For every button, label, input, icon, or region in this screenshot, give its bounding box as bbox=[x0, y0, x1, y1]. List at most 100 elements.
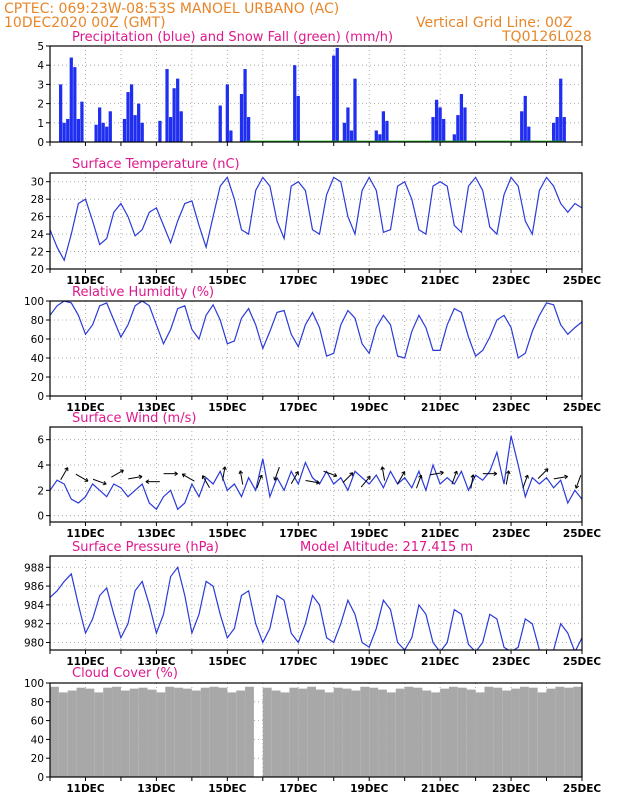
precip-bar bbox=[246, 117, 251, 142]
wind-xtick-label: 25DEC bbox=[563, 528, 602, 540]
precip-bar bbox=[165, 69, 169, 142]
pres-panel-title: Surface Pressure (hPa) bbox=[72, 540, 219, 555]
cloud-bar bbox=[493, 687, 503, 777]
rh-ytick-label: 20 bbox=[31, 372, 44, 384]
cloud-frame bbox=[49, 682, 583, 778]
wind-arrow bbox=[574, 474, 582, 489]
rh-ytick-label: 100 bbox=[24, 296, 44, 308]
wind-arrow bbox=[429, 470, 444, 476]
precip-bar bbox=[225, 84, 229, 142]
pres-xtick-label: 23DEC bbox=[492, 656, 531, 668]
cloud-bar bbox=[227, 692, 237, 777]
temp-xtick-label: 11DEC bbox=[66, 275, 105, 287]
precip-bar bbox=[335, 47, 339, 142]
wind-arrow bbox=[553, 474, 568, 480]
precip-ytick-label: 0 bbox=[37, 137, 44, 149]
pres-xtick-label: 15DEC bbox=[208, 656, 247, 668]
panel-cloud-cover: Cloud Cover (%) 0 20 40 60 80 100 11DEC 13DEC 15… bbox=[24, 666, 601, 795]
wind-xtick-label: 23DEC bbox=[492, 528, 531, 540]
cloud-bar bbox=[103, 687, 113, 777]
cloud-ytick-label: 100 bbox=[24, 678, 44, 690]
cloud-xtick-label: 15DEC bbox=[208, 783, 247, 795]
cloud-bar bbox=[449, 686, 458, 777]
wind-ytick-label: 2 bbox=[37, 485, 44, 497]
panel-temperature: Surface Temperature (nC) 20 22 24 26 28 30 11D… bbox=[31, 157, 602, 287]
precip-bar bbox=[438, 107, 442, 142]
temp-ytick-label: 22 bbox=[31, 247, 44, 259]
wind-arrow bbox=[92, 478, 107, 486]
cloud-bar bbox=[316, 689, 325, 777]
precip-bar bbox=[158, 120, 162, 142]
wind-xtick-label: 15DEC bbox=[208, 528, 247, 540]
pres-xtick-label: 25DEC bbox=[563, 656, 602, 668]
precip-bar bbox=[218, 105, 222, 142]
cloud-bar bbox=[466, 689, 476, 777]
wind-plot-area bbox=[50, 435, 582, 511]
precip-ytick-label: 2 bbox=[37, 99, 44, 111]
pres-xtick-label: 19DEC bbox=[350, 656, 389, 668]
precip-bar bbox=[98, 107, 102, 142]
wind-arrow bbox=[145, 479, 160, 484]
wind-arrow bbox=[290, 471, 299, 484]
cloud-bar bbox=[138, 687, 148, 777]
cloud-bar bbox=[183, 688, 192, 777]
cloud-xtick-label: 11DEC bbox=[66, 783, 105, 795]
cloud-bar bbox=[378, 689, 387, 777]
precip-bar bbox=[101, 122, 105, 142]
precip-ytick-label: 4 bbox=[37, 60, 44, 72]
precip-bar bbox=[378, 134, 382, 142]
precip-bar bbox=[239, 94, 244, 142]
precip-bar bbox=[381, 111, 386, 142]
temp-ytick-label: 26 bbox=[31, 212, 45, 224]
pres-xtick-label: 11DEC bbox=[66, 656, 105, 668]
header-datetime: 10DEC2020 00Z (GMT) bbox=[4, 15, 166, 31]
cloud-ytick-label: 40 bbox=[31, 734, 44, 746]
wind-arrow bbox=[273, 466, 280, 481]
wind-xtick-label: 17DEC bbox=[279, 528, 318, 540]
precip-bar bbox=[527, 126, 531, 142]
precip-bar bbox=[140, 122, 144, 142]
cloud-bar bbox=[502, 690, 512, 777]
cloud-panel-title: Cloud Cover (%) bbox=[72, 666, 178, 681]
pres-series-line bbox=[50, 565, 582, 650]
precip-bar bbox=[562, 117, 566, 142]
cloud-bar bbox=[404, 686, 414, 777]
precip-bar bbox=[456, 115, 460, 142]
cloud-bar bbox=[218, 687, 228, 777]
wind-arrow bbox=[360, 475, 371, 488]
cloud-bar bbox=[209, 686, 219, 777]
wind-arrow bbox=[323, 470, 338, 478]
precip-bar bbox=[353, 78, 357, 142]
header-grid-note: Vertical Grid Line: 00Z bbox=[416, 15, 572, 31]
precip-bar bbox=[385, 120, 389, 142]
wind-arrow bbox=[128, 474, 143, 480]
wind-arrow bbox=[537, 468, 549, 479]
pres-frame bbox=[49, 555, 583, 651]
temp-panel-title: Surface Temperature (nC) bbox=[72, 157, 240, 172]
precip-ytick-label: 5 bbox=[37, 41, 44, 53]
cloud-bar bbox=[440, 688, 449, 777]
temp-ytick-label: 24 bbox=[31, 229, 45, 241]
cloud-xtick-label: 19DEC bbox=[350, 783, 389, 795]
temp-plot-area bbox=[50, 176, 582, 262]
wind-arrow bbox=[505, 470, 511, 485]
cloud-bar bbox=[307, 686, 316, 777]
cloud-bar bbox=[342, 688, 352, 777]
wind-arrow bbox=[201, 475, 210, 488]
cloud-bar bbox=[112, 686, 121, 777]
cloud-bar bbox=[457, 687, 467, 777]
rh-xtick-label: 11DEC bbox=[66, 402, 105, 414]
pres-ytick-label: 984 bbox=[24, 600, 44, 612]
cloud-bar bbox=[76, 687, 86, 777]
cloud-bar bbox=[528, 687, 538, 777]
cloud-bar bbox=[85, 688, 95, 777]
precip-bar bbox=[442, 118, 446, 142]
temp-xtick-label: 23DEC bbox=[492, 275, 531, 287]
cloud-bar bbox=[289, 687, 299, 777]
cloud-bar bbox=[94, 692, 104, 777]
precip-bar bbox=[349, 130, 354, 142]
rh-xtick-label: 17DEC bbox=[279, 402, 318, 414]
wind-arrow bbox=[451, 470, 458, 485]
rh-xtick-label: 13DEC bbox=[137, 402, 176, 414]
